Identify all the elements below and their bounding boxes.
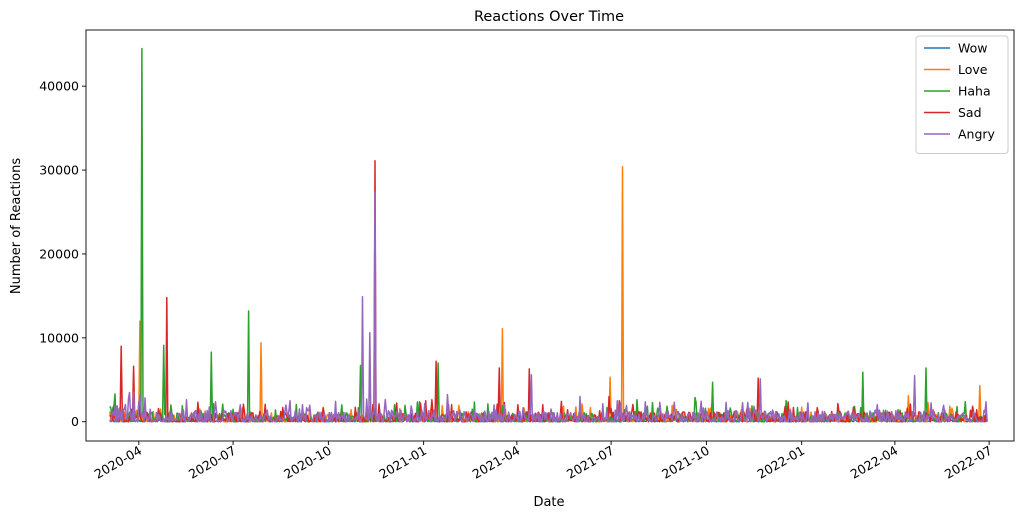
plot-frame: [85, 29, 1015, 442]
chart-title: Reactions Over Time: [474, 9, 624, 25]
x-tick-label: 2021-01: [376, 443, 429, 482]
x-tick-label: 2022-07: [942, 443, 995, 482]
x-tick-label: 2020-10: [281, 443, 334, 482]
x-tick-label: 2022-04: [848, 443, 901, 482]
x-axis: 2020-04 2020-07 2020-10 2021-01 2021-04 2021-…: [92, 441, 995, 482]
legend: Wow Love Haha Sad Angry: [915, 35, 1009, 154]
y-axis-label: Number of Reactions: [9, 158, 24, 294]
series-line-haha: [109, 47, 988, 423]
y-tick-label: 10000: [39, 330, 79, 345]
x-tick-label: 2021-07: [564, 443, 617, 482]
x-tick-label: 2020-04: [92, 443, 145, 482]
legend-label: Angry: [958, 127, 996, 142]
legend-label: Haha: [958, 84, 991, 99]
x-axis-label: Date: [533, 495, 564, 510]
y-axis: 0 10000 20000 30000 40000: [39, 79, 86, 429]
y-tick-label: 0: [71, 414, 79, 429]
series-line-love: [109, 165, 988, 423]
legend-label: Sad: [958, 105, 982, 120]
x-tick-label: 2022-01: [754, 443, 807, 482]
x-tick-label: 2021-10: [659, 443, 712, 482]
legend-box: [915, 35, 1009, 154]
y-tick-label: 20000: [39, 246, 79, 261]
legend-label: Love: [958, 62, 988, 77]
y-tick-label: 30000: [39, 163, 79, 178]
x-tick-label: 2021-04: [470, 443, 523, 482]
x-tick-label: 2020-07: [186, 443, 239, 482]
series-layer: [109, 47, 988, 423]
legend-label: Wow: [958, 41, 988, 56]
series-line-angry: [109, 191, 988, 423]
series-line-sad: [109, 160, 988, 423]
y-tick-label: 40000: [39, 79, 79, 94]
